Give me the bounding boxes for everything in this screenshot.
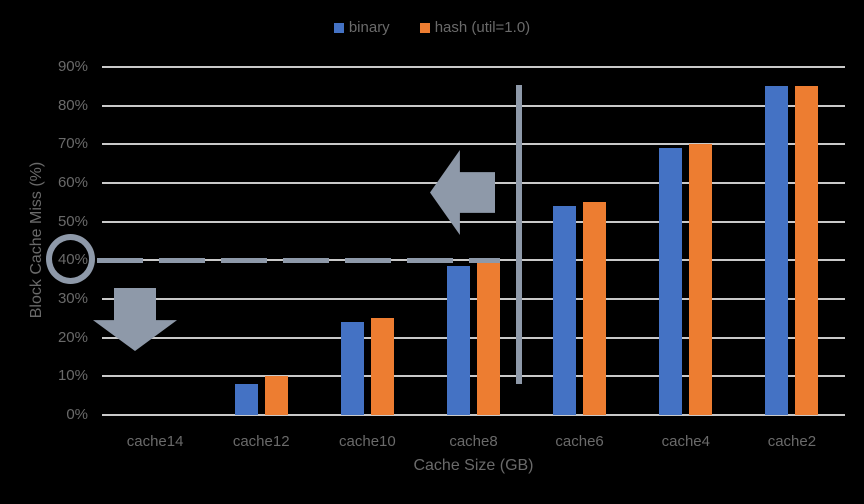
bar-binary-cache6 [553,206,577,415]
x-axis-title: Cache Size (GB) [413,457,534,474]
legend-label: hash (util=1.0) [434,19,531,36]
x-tick-label-cache6: cache6 [555,433,604,450]
bar-binary-cache12 [234,384,258,415]
bar-hash-cache6 [583,202,607,415]
bar-binary-cache10 [340,322,364,415]
bar-hash-cache8 [477,260,500,415]
y-tick-label: 60% [57,174,88,191]
gridline [102,66,845,68]
x-tick-label-cache12: cache12 [232,433,290,450]
gridline [102,220,845,223]
y-tick-label: 50% [57,212,88,230]
legend-swatch-icon [419,22,430,33]
x-axis-line [102,414,845,416]
legend-swatch-icon [333,22,344,33]
x-tick-label-cache14: cache14 [126,433,184,450]
x-tick-label-cache8: cache8 [449,433,498,450]
gridline [102,375,845,378]
bar-binary-cache4 [659,148,683,415]
dashed-reference-line-40pct [97,257,500,263]
chart-legend: binary hash (util=1.0) [0,19,864,36]
legend-item-binary: binary [333,19,390,36]
y-tick-label: 80% [57,96,88,114]
bar-hash-cache12 [264,376,288,415]
gridline [102,104,845,107]
bar-hash-cache4 [689,144,713,415]
bar-binary-cache2 [765,86,789,415]
bar-hash-cache2 [795,86,819,415]
x-tick-label-cache4: cache4 [661,433,710,450]
vertical-divider-line [516,85,522,384]
legend-label: binary [348,19,390,36]
bar-binary-cache8 [447,266,470,415]
circle-highlight-annotation [46,234,95,284]
y-axis-title: Block Cache Miss (%) [28,161,45,319]
y-tick-label: 70% [57,135,88,153]
gridline [102,143,845,146]
bar-hash-cache10 [370,318,394,415]
y-tick-label: 10% [57,367,88,385]
y-tick-label: 20% [57,328,88,346]
gridline [102,336,845,339]
y-tick-label: 30% [57,290,88,307]
x-tick-label-cache10: cache10 [339,433,396,450]
gridline [102,298,845,300]
y-tick-label: 90% [57,58,88,75]
y-tick-label: 0% [66,406,88,423]
x-tick-label-cache2: cache2 [767,433,817,450]
legend-item-hash: hash (util=1.0) [419,19,531,36]
